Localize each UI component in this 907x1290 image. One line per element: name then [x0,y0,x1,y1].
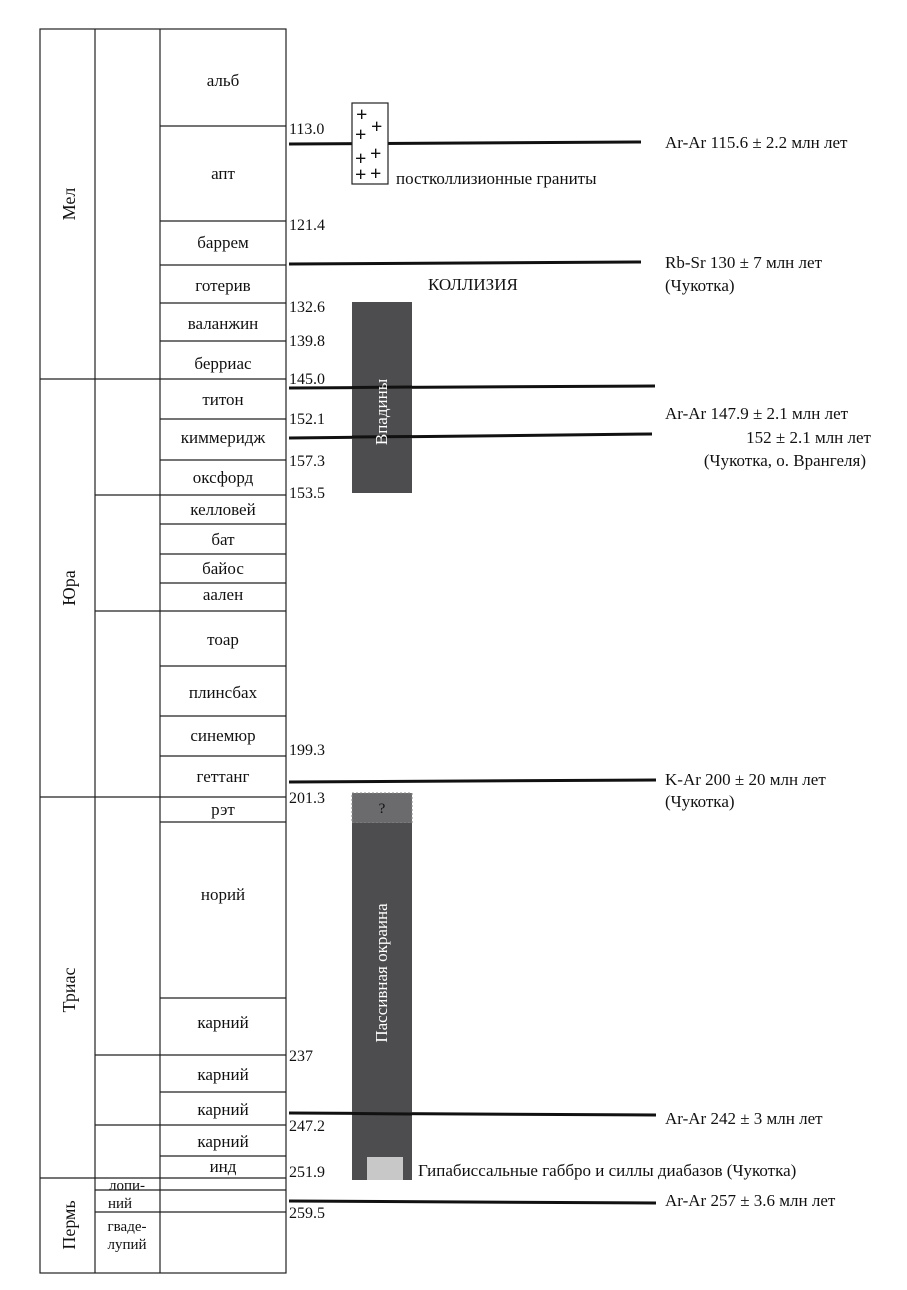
age-label: 201.3 [289,790,325,807]
permian-epoch-labels: лопи- ний гваде- лупий [107,1178,146,1253]
plus-icon: + + + + + + + [355,104,382,186]
stage-label: бат [211,530,235,549]
stage-label: оксфорд [193,468,254,487]
depressions-label: Впадины [372,378,391,445]
svg-text:+: + [370,163,381,185]
dating-text: Rb-Sr 130 ± 7 млн лет [665,253,823,272]
dating-line [288,1199,657,1205]
age-label: 251.9 [289,1164,325,1181]
dating-text: 152 ± 2.1 млн лет [746,428,871,447]
svg-text:+: + [356,104,367,126]
svg-text:+: + [355,164,366,186]
dating-lines [288,140,657,1205]
stage-label: норий [201,885,245,904]
stage-label: геттанг [197,767,250,786]
dating-annotations: Ar-Ar 115.6 ± 2.2 млн лет Rb-Sr 130 ± 7 … [665,133,872,1210]
dating-line [288,140,642,146]
dating-line-overlay [351,435,413,439]
dating-line [288,260,642,266]
stage-label: синемюр [190,726,255,745]
age-label: 237 [289,1048,313,1065]
stage-label: келловей [190,500,255,519]
dating-line [288,432,653,440]
passive-margin-bar [352,823,412,1180]
period-label-jurassic: Юра [59,570,79,606]
stage-label: баррем [197,233,249,252]
age-label: 199.3 [289,742,325,759]
dating-line-overlay [351,385,413,389]
table-frame [39,28,287,1274]
age-label: 152.1 [289,411,325,428]
epoch-label: лупий [107,1237,146,1253]
age-label: 153.5 [289,485,325,502]
stage-boundaries [95,125,286,1191]
age-label: 145.0 [289,371,325,388]
stage-label: рэт [211,800,235,819]
stage-label: байос [202,559,244,578]
age-label: 121.4 [289,217,325,234]
period-label-triassic: Триас [59,968,79,1013]
svg-text:+: + [355,124,366,146]
period-label-permian: Пермь [59,1200,79,1249]
svg-text:+: + [355,148,366,170]
gabbro-label: Гипабиссальные габбро и силлы диабазов (… [418,1161,796,1180]
age-labels: 113.0 121.4 132.6 139.8 145.0 152.1 157.… [289,121,325,1222]
period-boundaries [40,378,286,1179]
age-label: 132.6 [289,299,325,316]
depressions-bar [352,302,412,493]
period-label-cretaceous: Мел [59,188,79,221]
age-label: 113.0 [289,121,324,138]
dating-text: Ar-Ar 257 ± 3.6 млн лет [665,1191,836,1210]
question-mark: ? [379,801,386,817]
stage-label: готерив [195,276,250,295]
svg-text:+: + [370,143,381,165]
dating-text: (Чукотка, о. Врангеля) [704,451,866,470]
stage-label: тоар [207,630,239,649]
epoch-label: лопи- [109,1178,145,1194]
age-label: 139.8 [289,333,325,350]
passive-margin-label: Пассивная окраина [372,903,391,1043]
dating-line [288,1111,657,1117]
dating-line [288,384,656,390]
dating-text: Ar-Ar 242 ± 3 млн лет [665,1109,823,1128]
granites-label: постколлизионные граниты [396,169,597,188]
age-label: 157.3 [289,453,325,470]
stage-label: альб [207,71,240,90]
stage-label: инд [210,1157,237,1176]
stage-label: титон [202,390,243,409]
stage-label: карний [197,1132,248,1151]
epoch-label: гваде- [108,1219,147,1235]
stage-label: плинсбах [189,683,258,702]
dating-text: Ar-Ar 115.6 ± 2.2 млн лет [665,133,848,152]
epoch-boundaries [95,494,286,1213]
stage-label: апт [211,164,235,183]
age-label: 259.5 [289,1205,325,1222]
stage-labels: альб апт баррем готерив валанжин берриас… [181,71,266,1176]
svg-text:+: + [371,116,382,138]
stage-label: аален [203,585,243,604]
stage-label: карний [197,1013,248,1032]
age-label: 247.2 [289,1118,325,1135]
dating-line [288,778,657,784]
dating-text: K-Ar 200 ± 20 млн лет [665,770,826,789]
stage-label: карний [197,1065,248,1084]
dating-line-overlay [351,1112,413,1116]
dating-text: (Чукотка) [665,792,735,811]
collision-label: КОЛЛИЗИЯ [428,275,518,294]
stage-label: валанжин [188,314,259,333]
stage-label: карний [197,1100,248,1119]
dating-text: Ar-Ar 147.9 ± 2.1 млн лет [665,404,849,423]
epoch-label: ний [108,1196,132,1212]
stage-label: берриас [194,354,252,373]
dating-text: (Чукотка) [665,276,735,295]
stage-label: киммеридж [181,428,266,447]
granite-box: + + + + + + + [351,102,389,186]
gabbro-block [367,1157,403,1180]
